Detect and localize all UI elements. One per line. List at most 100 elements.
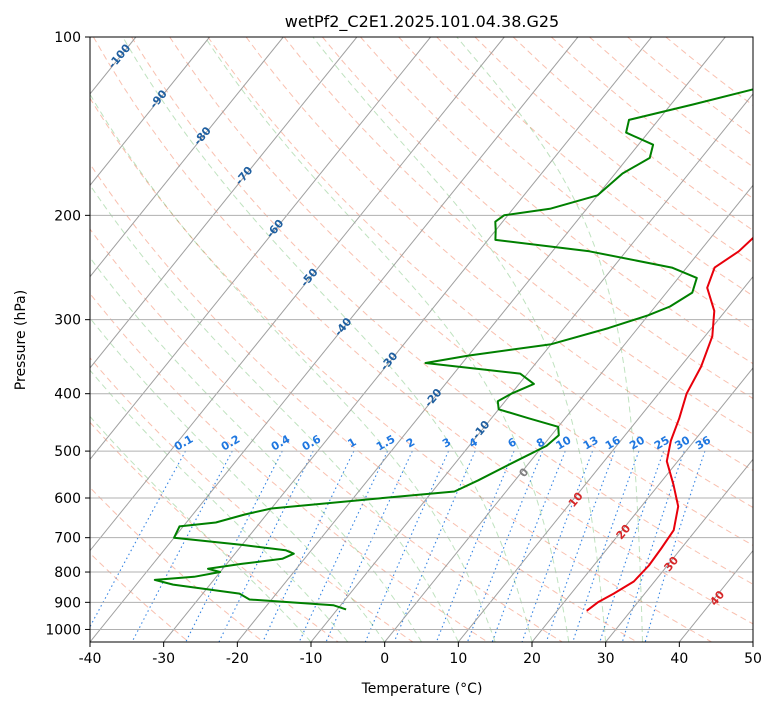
moist-adiabat-line	[90, 184, 459, 642]
isotherm-line	[90, 37, 579, 642]
isotherm-label-warm: 30	[661, 554, 681, 574]
mixing-ratio-line	[521, 450, 594, 642]
y-axis: 100 200 300 400 500 600 700 800 900 1000	[45, 30, 90, 638]
moist-adiabat-line	[90, 93, 496, 642]
y-tick-label: 1000	[45, 622, 81, 638]
y-tick-label: 700	[54, 531, 81, 547]
y-tick-label: 900	[54, 595, 81, 611]
mixing-ratio-label: 0.6	[300, 432, 324, 453]
dry-adiabat-line	[512, 37, 753, 231]
y-axis-label: Pressure (hPa)	[13, 290, 29, 390]
dry-adiabat-line	[474, 37, 753, 264]
mixing-ratio-label: 0.2	[219, 432, 242, 453]
y-tick-label: 500	[54, 444, 81, 460]
dry-adiabat-line	[90, 292, 488, 642]
mixing-ratio-label: 1	[345, 435, 358, 450]
x-tick-label: 10	[449, 651, 467, 667]
moist-adiabat-line	[456, 37, 643, 642]
x-tick-label: 40	[670, 651, 688, 667]
y-tick-label: 800	[54, 565, 81, 581]
x-tick-label: 20	[523, 651, 541, 667]
temperature-line	[586, 236, 753, 612]
isotherm-line	[752, 641, 753, 642]
x-axis: -40 -30 -20 -10 0 10 20 30 40 50	[79, 642, 762, 667]
moist-adiabat-line	[204, 37, 570, 642]
mixing-ratio-label: 16	[603, 433, 623, 452]
mixing-ratio-line	[599, 450, 665, 642]
isotherm-line	[678, 549, 753, 642]
isotherm-line	[163, 37, 652, 642]
dry-adiabat-line	[665, 37, 753, 106]
mixing-ratio-line	[185, 450, 283, 642]
dry-adiabat-line	[322, 37, 753, 400]
y-tick-label: 100	[54, 30, 81, 46]
mixing-ratio-label: 20	[627, 433, 647, 452]
isotherm-line	[605, 458, 753, 642]
y-tick-label: 400	[54, 387, 81, 403]
dry-adiabat-line	[589, 37, 753, 168]
dry-adiabat-line	[360, 37, 753, 365]
mixing-ratio-label: 0.1	[172, 432, 195, 453]
x-tick-label: -30	[152, 651, 175, 667]
isotherm-line	[0, 37, 62, 642]
isotherm-line	[90, 37, 210, 187]
isotherm-label-warm: 20	[614, 522, 634, 542]
dry-adiabat-line	[207, 37, 753, 509]
x-axis-label: Temperature (°C)	[361, 681, 483, 697]
mixing-ratio-line	[435, 450, 515, 642]
mixing-ratio-label: 1.5	[374, 432, 397, 453]
profile-lines	[153, 88, 753, 612]
isotherm-line	[236, 37, 726, 642]
x-tick-label: 30	[597, 651, 615, 667]
chart-title: wetPf2_C2E1.2025.101.04.38.G25	[285, 12, 559, 32]
x-tick-label: -40	[79, 651, 102, 667]
mixing-ratio-label: 0.4	[269, 432, 293, 453]
x-tick-label: -10	[300, 651, 323, 667]
mixing-ratio-label: 3	[440, 435, 453, 450]
mixing-ratio-line	[325, 450, 413, 642]
mixing-ratio-line	[90, 450, 186, 628]
dry-adiabat-line	[90, 552, 190, 642]
isotherm-line	[457, 275, 753, 642]
isotherm-label-zero: 0	[517, 465, 532, 479]
dry-adiabat-line	[90, 163, 638, 642]
mixing-ratio-line	[621, 450, 685, 642]
isotherm-label-warm: 10	[566, 489, 586, 509]
x-tick-label: -20	[226, 651, 249, 667]
x-tick-label: 50	[744, 651, 762, 667]
mixing-ratio-line	[131, 450, 233, 642]
mixing-ratio-line	[298, 450, 388, 642]
dry-adiabat-line	[92, 37, 753, 625]
isotherm-line	[90, 37, 505, 552]
moist-adiabat-line	[122, 37, 533, 642]
mixing-ratio-line	[644, 450, 706, 642]
dry-adiabat-line	[436, 37, 753, 297]
mixing-ratio-line	[393, 450, 476, 642]
mixing-ratio-label: 13	[581, 434, 601, 453]
mixing-ratio-label: 30	[672, 433, 692, 452]
y-tick-label: 200	[54, 208, 81, 224]
mixing-ratio-line	[545, 450, 616, 642]
dry-adiabat-line	[90, 228, 563, 642]
y-tick-label: 300	[54, 313, 81, 329]
dry-adiabat-line	[131, 37, 753, 585]
isotherm-line	[531, 367, 753, 642]
dry-adiabat-line	[90, 97, 712, 642]
isotherm-label-warm: 40	[707, 588, 727, 608]
dewpoint-line	[153, 88, 753, 611]
dry-adiabat-line	[90, 421, 339, 642]
plot-frame	[89, 36, 754, 643]
isotherm-line	[90, 37, 358, 369]
dry-adiabat-line	[90, 486, 264, 642]
moist-adiabat-line	[90, 369, 349, 642]
isotherm-line	[90, 37, 431, 461]
moist-adiabat-line	[90, 317, 386, 642]
y-tick-label: 600	[54, 491, 81, 507]
isotherm-line	[310, 93, 753, 642]
isotherm-line	[90, 37, 284, 278]
mixing-ratio-line	[572, 450, 640, 642]
x-tick-label: 0	[380, 651, 389, 667]
grid-lines	[0, 37, 753, 642]
